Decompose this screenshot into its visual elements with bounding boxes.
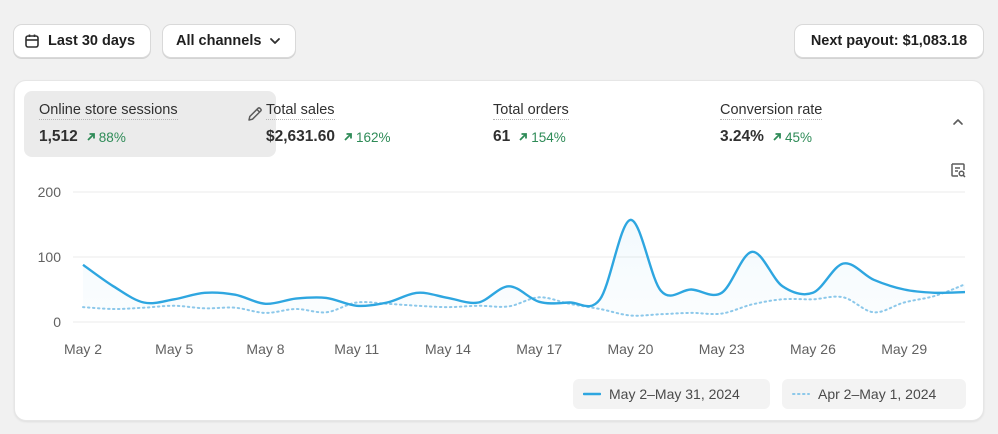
solid-line-icon bbox=[583, 392, 601, 396]
next-payout-label: Next payout: $1,083.18 bbox=[810, 33, 968, 49]
channels-dropdown[interactable]: All channels bbox=[162, 24, 296, 58]
x-tick-label: May 14 bbox=[425, 341, 471, 357]
dotted-line-icon bbox=[792, 393, 810, 395]
analytics-card: Online store sessions 1,512 88% Total sa… bbox=[14, 80, 984, 421]
x-tick-label: May 23 bbox=[699, 341, 745, 357]
pencil-icon[interactable] bbox=[246, 105, 264, 128]
series-difference-fill bbox=[83, 219, 965, 316]
metric-trend: 88% bbox=[86, 130, 126, 145]
metric-total-sales[interactable]: Total sales $2,631.60 162% bbox=[251, 91, 471, 157]
x-tick-label: May 5 bbox=[155, 341, 193, 357]
metric-trend: 154% bbox=[518, 130, 566, 145]
x-tick-label: May 29 bbox=[881, 341, 927, 357]
next-payout-button[interactable]: Next payout: $1,083.18 bbox=[794, 24, 984, 58]
calendar-icon bbox=[24, 33, 40, 49]
metric-change: 45% bbox=[784, 129, 812, 145]
metric-label: Total orders bbox=[493, 102, 569, 120]
metric-value: 1,512 bbox=[39, 128, 78, 145]
y-tick-label: 100 bbox=[38, 249, 62, 265]
metric-label: Total sales bbox=[266, 102, 335, 120]
x-tick-label: May 17 bbox=[516, 341, 562, 357]
date-range-button[interactable]: Last 30 days bbox=[13, 24, 151, 58]
metric-value: 3.24% bbox=[720, 128, 764, 145]
metric-value: 61 bbox=[493, 128, 511, 145]
metric-online-store-sessions[interactable]: Online store sessions 1,512 88% bbox=[24, 91, 276, 157]
series-line-current bbox=[82, 218, 966, 308]
legend-item-current[interactable]: May 2–May 31, 2024 bbox=[573, 379, 770, 409]
metric-value: $2,631.60 bbox=[266, 128, 335, 145]
metric-trend: 45% bbox=[772, 130, 812, 145]
chevron-down-icon bbox=[268, 34, 282, 48]
x-tick-label: May 11 bbox=[334, 341, 379, 357]
date-range-label: Last 30 days bbox=[48, 33, 136, 49]
legend-label: Apr 2–May 1, 2024 bbox=[818, 386, 937, 402]
x-tick-label: May 2 bbox=[64, 341, 102, 357]
chevron-up-icon[interactable] bbox=[951, 115, 965, 134]
metric-change: 154% bbox=[531, 129, 566, 145]
metric-total-orders[interactable]: Total orders 61 154% bbox=[478, 91, 698, 157]
x-tick-label: May 20 bbox=[607, 341, 653, 357]
series-line-previous bbox=[82, 283, 966, 317]
y-tick-label: 200 bbox=[38, 184, 62, 200]
legend-item-previous[interactable]: Apr 2–May 1, 2024 bbox=[782, 379, 966, 409]
chart-search-icon[interactable] bbox=[949, 161, 967, 184]
metric-trend: 162% bbox=[343, 130, 391, 145]
arrow-up-right-icon bbox=[344, 133, 352, 141]
metric-change: 162% bbox=[355, 129, 391, 145]
x-tick-label: May 8 bbox=[246, 341, 284, 357]
legend-label: May 2–May 31, 2024 bbox=[609, 386, 740, 402]
channels-label: All channels bbox=[176, 33, 262, 49]
arrow-up-right-icon bbox=[773, 133, 781, 141]
metric-conversion-rate[interactable]: Conversion rate 3.24% 45% bbox=[705, 91, 925, 157]
arrow-up-right-icon bbox=[87, 133, 95, 141]
arrow-up-right-icon bbox=[519, 133, 528, 141]
metric-label: Conversion rate bbox=[720, 102, 823, 120]
y-tick-label: 0 bbox=[53, 314, 61, 330]
metric-change: 88% bbox=[98, 129, 126, 145]
x-tick-label: May 26 bbox=[790, 341, 836, 357]
metric-label: Online store sessions bbox=[39, 102, 178, 120]
sessions-line-chart: 0 100 200 May 2 May 5 May 8 May 11 May 14 May 1… bbox=[38, 184, 966, 357]
